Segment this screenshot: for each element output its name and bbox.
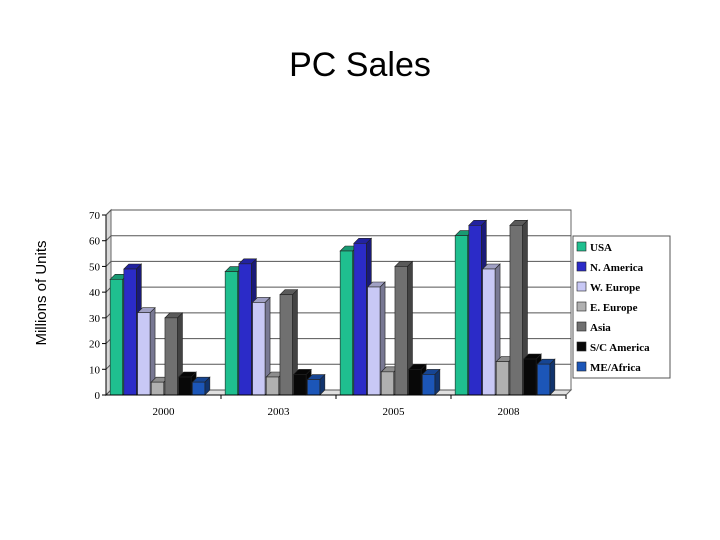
bar-asia-2005 [394,260,414,396]
axes: 0 10 20 30 40 50 60 70 2000 2003 2005 2008 [89,210,567,418]
x-tick-label: 2005 [383,406,406,418]
bars [109,219,556,396]
legend-swatch [576,281,587,292]
gridline [105,235,571,242]
legend-label: Asia [590,322,611,334]
legend-label: ME/Africa [590,362,641,374]
bar-asia-2008 [509,219,529,396]
legend-label: N. America [590,262,644,274]
legend-label: E. Europe [590,302,638,314]
legend-swatch [576,301,587,312]
x-tick-label: 2008 [498,406,521,418]
legend-swatch [576,321,587,332]
y-tick-label: 30 [89,313,101,325]
gridline [105,260,571,267]
bar-me-africa-2000 [191,376,211,396]
bar-w-europe-2000 [136,306,156,396]
x-tick-label: 2000 [153,406,176,418]
y-tick-label: 10 [89,364,101,376]
y-tick-label: 40 [89,287,101,299]
x-tick-label: 2003 [268,406,291,418]
legend-label: S/C America [590,342,650,354]
y-tick-label: 50 [89,261,101,273]
chart-title: PC Sales [289,46,431,84]
legend-box [572,235,671,379]
legend-swatch [576,341,587,352]
bar-me-africa-2003 [306,373,326,396]
y-tick-label: 70 [89,210,101,222]
gridline [105,209,571,216]
bar-me-africa-2008 [536,358,556,396]
legend-swatch [576,361,587,372]
legend-swatch [576,241,587,252]
y-tick-label: 0 [95,390,101,402]
legend-label: USA [590,242,612,254]
bar-w-europe-2005 [366,281,386,396]
bar-me-africa-2005 [421,368,441,396]
bar-s-c-america-2003 [292,368,312,396]
legend: USA N. America W. Europe E. Europe Asia S/C A… [572,235,671,379]
y-tick-label: 20 [89,339,101,351]
legend-label: W. Europe [590,282,640,294]
y-tick-label: 60 [89,236,101,248]
legend-swatch [576,261,587,272]
bar-asia-2003 [279,288,299,396]
bar-w-europe-2003 [251,296,271,396]
